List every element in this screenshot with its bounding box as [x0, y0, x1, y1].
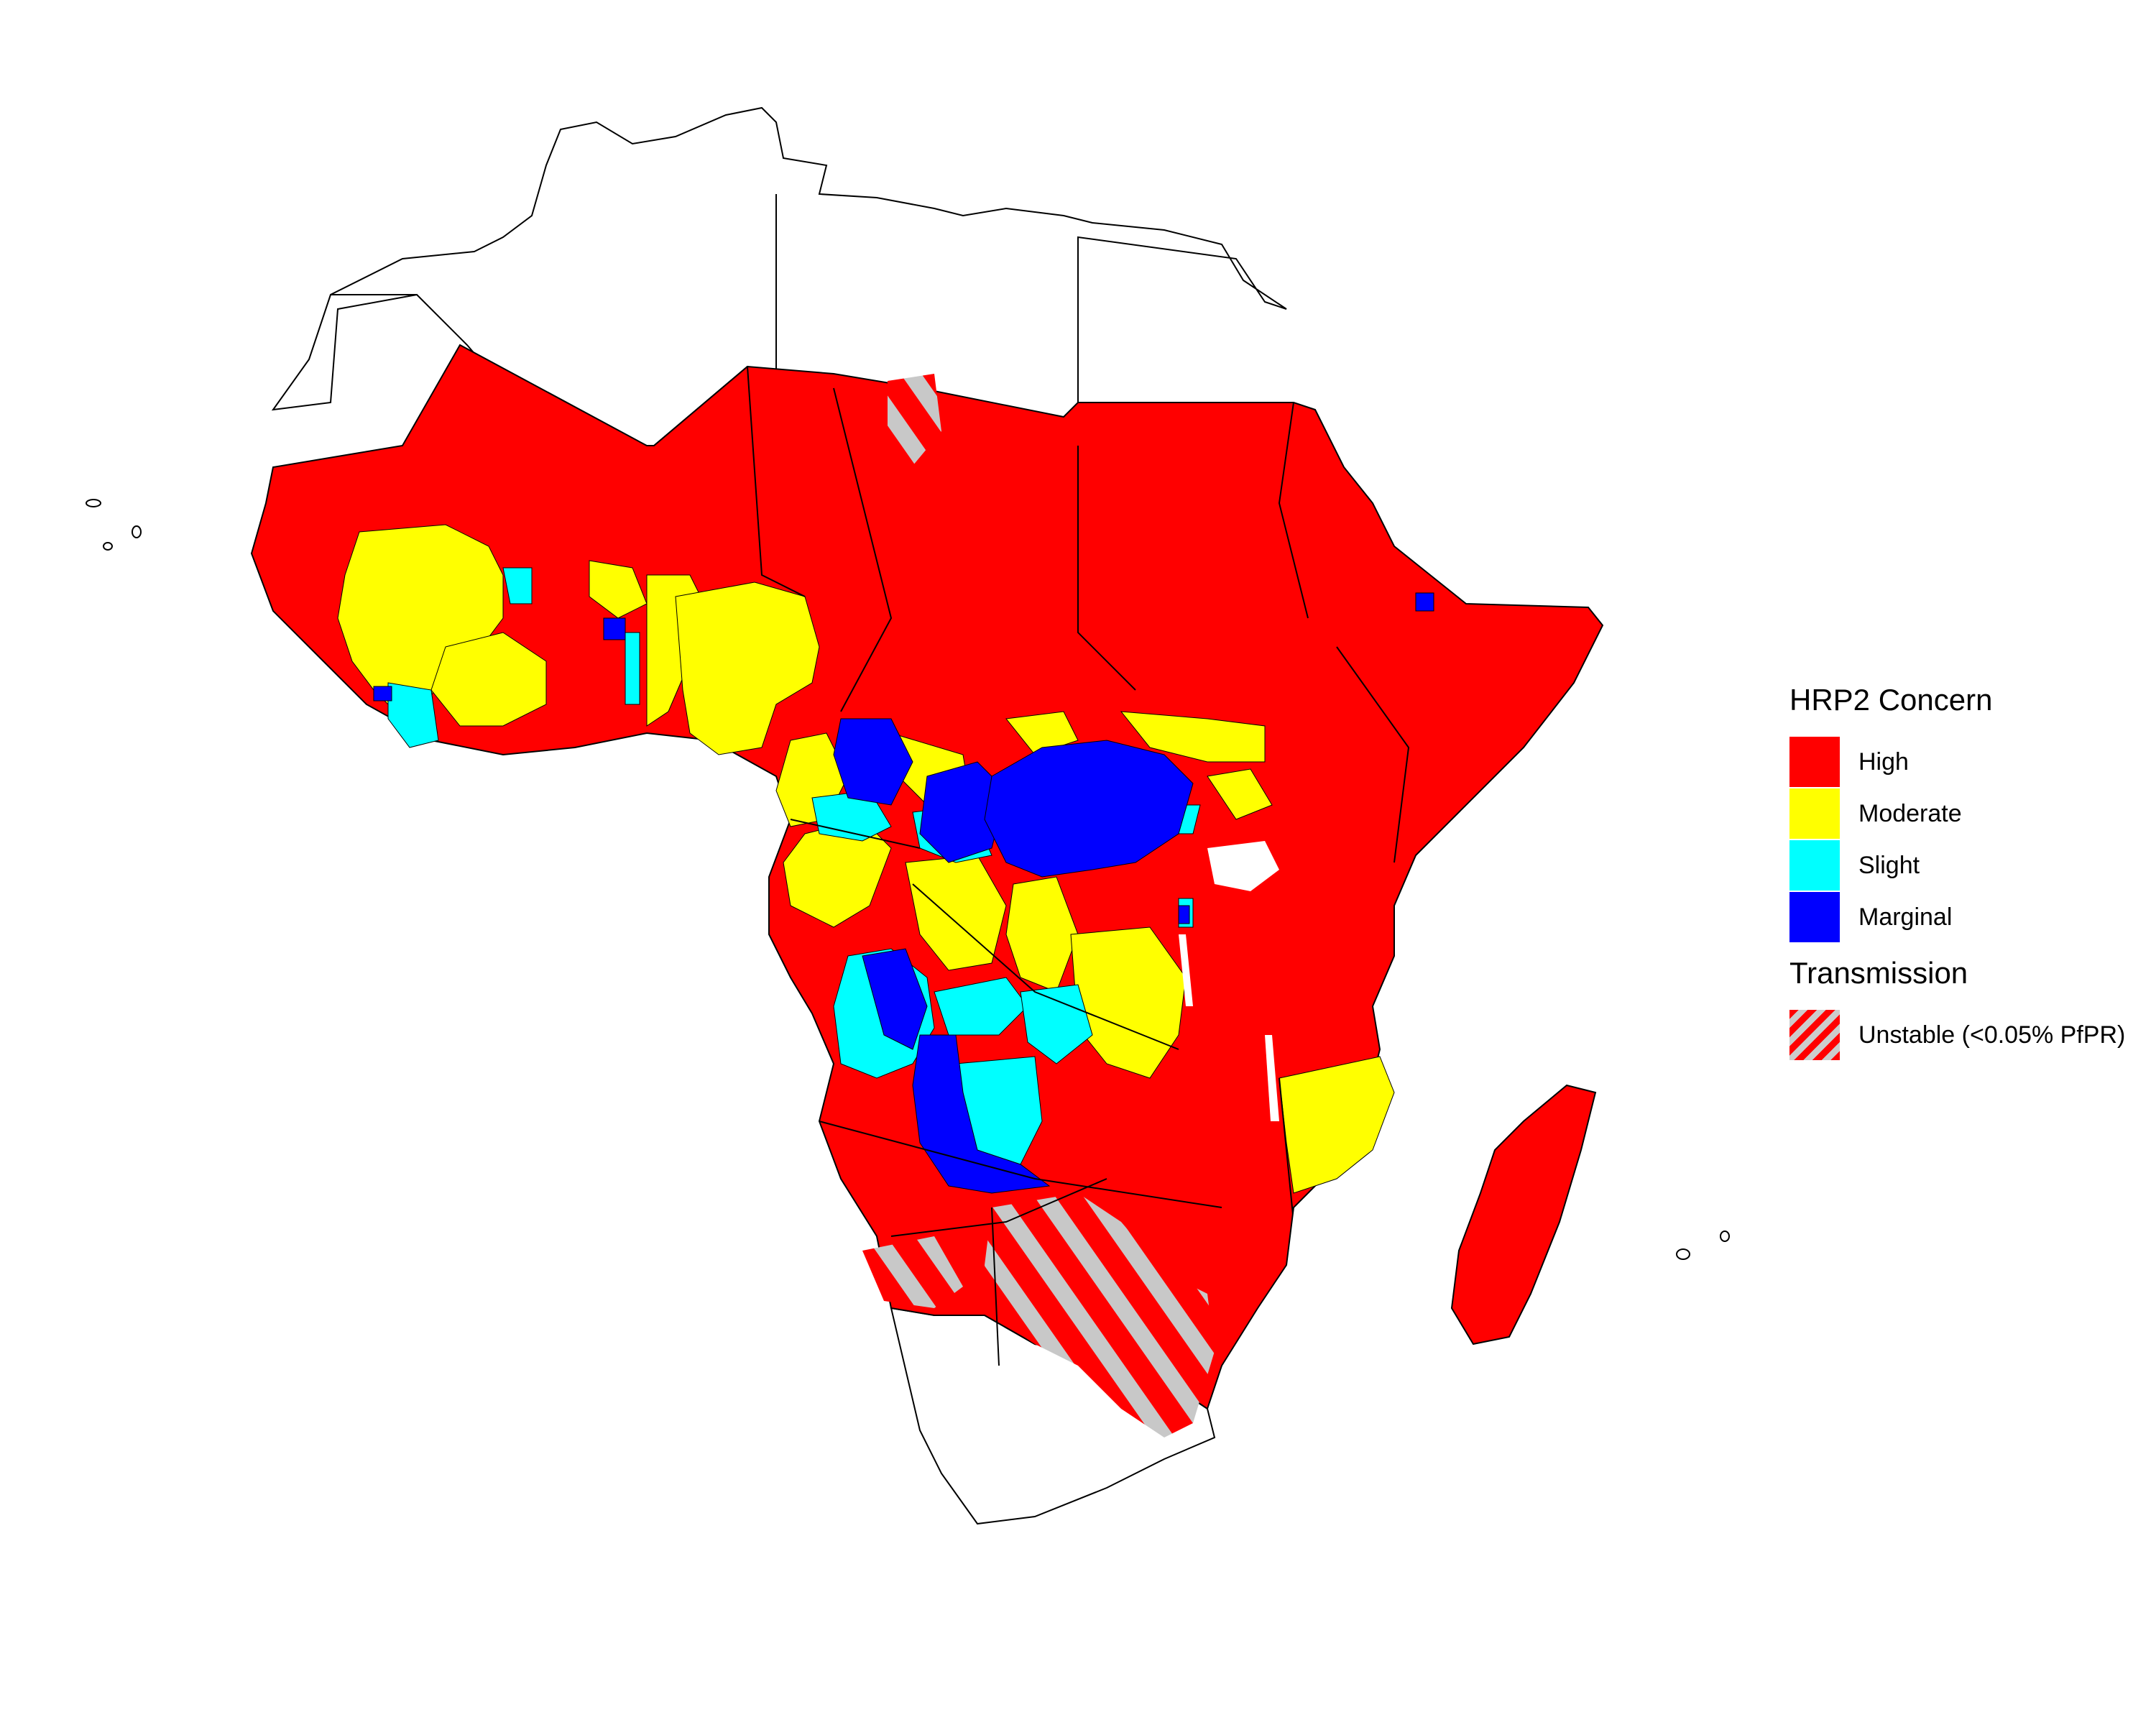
unstable-transmission-regions [862, 374, 1215, 1438]
region-madagascar [1450, 1084, 1597, 1346]
legend-item-slight: Slight [1789, 840, 2149, 891]
legend-swatch-high [1789, 737, 1840, 787]
legend-label-moderate: Moderate [1858, 799, 1962, 827]
small-islands [86, 499, 1730, 1260]
legend-swatch-moderate [1789, 788, 1840, 839]
legend-label-unstable: Unstable (<0.05% PfPR) [1858, 1021, 2126, 1049]
legend-item-unstable: Unstable (<0.05% PfPR) [1789, 1009, 2149, 1061]
legend-item-high: High [1789, 736, 2149, 788]
legend-swatch-slight [1789, 840, 1840, 891]
legend-title-concern: HRP2 Concern [1789, 683, 1993, 717]
country-borders [747, 366, 1410, 1366]
legend-label-marginal: Marginal [1858, 903, 1953, 931]
lake-malawi [1265, 1035, 1279, 1121]
legend-title-transmission: Transmission [1789, 956, 1968, 990]
map-legend: HRP2 Concern High Moderate Slight Margin… [1789, 683, 2149, 1061]
lake-tanganyika [1179, 934, 1193, 1006]
legend-item-moderate: Moderate [1789, 788, 2149, 840]
legend-swatch-marginal [1789, 892, 1840, 942]
legend-label-high: High [1858, 748, 1909, 776]
legend-swatch-unstable [1789, 1010, 1840, 1060]
north-africa-outline [271, 106, 1287, 447]
marginal-regions [373, 592, 1434, 1194]
legend-label-slight: Slight [1858, 851, 1920, 879]
legend-item-marginal: Marginal [1789, 891, 2149, 943]
lake-victoria [1207, 841, 1279, 891]
